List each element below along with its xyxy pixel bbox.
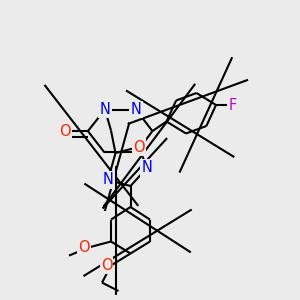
- Text: O: O: [59, 124, 70, 139]
- Text: N: N: [103, 172, 113, 188]
- Text: N: N: [130, 102, 141, 117]
- Text: N: N: [100, 102, 110, 117]
- Text: F: F: [228, 98, 237, 112]
- Text: N: N: [142, 160, 152, 175]
- Text: O: O: [133, 140, 145, 154]
- Text: O: O: [78, 240, 90, 255]
- Text: O: O: [101, 258, 112, 273]
